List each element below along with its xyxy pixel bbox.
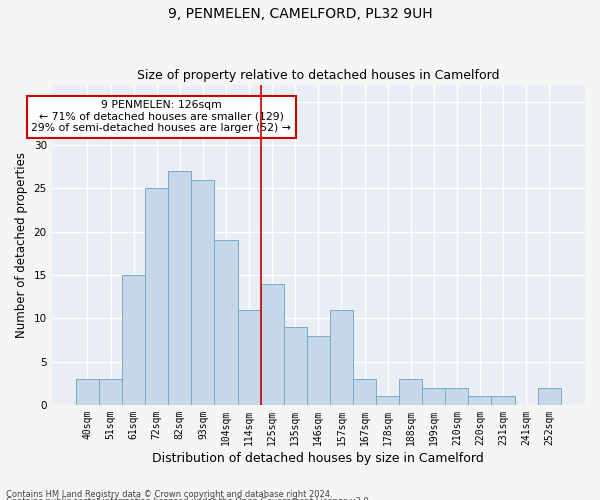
Bar (260, 284, 284, 405)
X-axis label: Distribution of detached houses by size in Camelford: Distribution of detached houses by size … (152, 452, 484, 465)
Bar (376, 396, 399, 405)
Y-axis label: Number of detached properties: Number of detached properties (15, 152, 28, 338)
Bar (238, 310, 260, 405)
Bar (307, 336, 330, 405)
Bar (399, 379, 422, 405)
Bar (191, 180, 214, 405)
Bar (168, 171, 191, 405)
Text: 9 PENMELEN: 126sqm
← 71% of detached houses are smaller (129)
29% of semi-detach: 9 PENMELEN: 126sqm ← 71% of detached hou… (31, 100, 291, 134)
Bar (422, 388, 445, 405)
Bar (122, 275, 145, 405)
Bar (99, 379, 122, 405)
Bar (469, 396, 491, 405)
Bar (353, 379, 376, 405)
Title: Size of property relative to detached houses in Camelford: Size of property relative to detached ho… (137, 69, 500, 82)
Text: Contains public sector information licensed under the Open Government Licence v3: Contains public sector information licen… (6, 497, 371, 500)
Text: 9, PENMELEN, CAMELFORD, PL32 9UH: 9, PENMELEN, CAMELFORD, PL32 9UH (167, 8, 433, 22)
Bar (284, 327, 307, 405)
Bar (538, 388, 561, 405)
Bar (145, 188, 168, 405)
Bar (76, 379, 99, 405)
Bar (330, 310, 353, 405)
Text: Contains HM Land Registry data © Crown copyright and database right 2024.: Contains HM Land Registry data © Crown c… (6, 490, 332, 499)
Bar (491, 396, 515, 405)
Bar (214, 240, 238, 405)
Bar (445, 388, 469, 405)
